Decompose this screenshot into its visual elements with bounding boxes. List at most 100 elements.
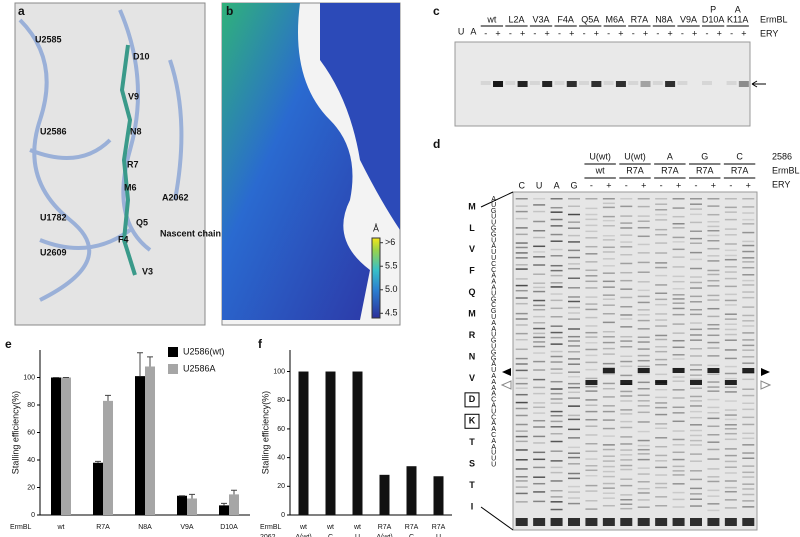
gel-band (690, 460, 702, 462)
legend-swatch (168, 347, 178, 357)
gel-band (533, 406, 546, 409)
gel-band (568, 363, 580, 365)
y-tick-label: 80 (277, 397, 285, 404)
gel-band (690, 287, 702, 289)
gel-band (550, 211, 563, 213)
gel-band (620, 205, 633, 208)
structure-label: F4 (118, 234, 129, 244)
gel-band (568, 351, 580, 353)
gel-band (602, 304, 615, 306)
gel-band (550, 198, 563, 200)
gel-band (533, 345, 546, 348)
gel-band (550, 372, 563, 375)
gel-band (620, 215, 633, 217)
gel-band (707, 294, 720, 297)
gel-band (620, 374, 633, 377)
gel-band (602, 330, 615, 333)
x-tick-label: R7A (378, 524, 392, 531)
gel-band (637, 271, 650, 273)
gel-band (533, 341, 546, 343)
gel-band (515, 318, 528, 320)
gel-band (655, 482, 668, 485)
gel-band (533, 458, 546, 461)
gel-band (672, 438, 685, 441)
gel-band (655, 445, 668, 448)
gel-band (568, 306, 580, 309)
x-tick-label: V9A (180, 524, 194, 531)
gel-band (707, 234, 720, 237)
gel-band (672, 339, 685, 342)
colorbar-unit: Å (373, 223, 379, 233)
gel-band (620, 426, 633, 429)
gel-band (585, 500, 598, 502)
gel-band (655, 319, 668, 321)
gel-band (515, 435, 528, 438)
gel-band (655, 284, 668, 286)
gel-band (724, 339, 737, 341)
gel-band (724, 328, 737, 331)
gel-band (568, 497, 580, 499)
gel-band (637, 243, 650, 246)
bar (352, 371, 363, 515)
gel-band (602, 396, 615, 398)
gel-band (690, 470, 702, 472)
gel-band (550, 508, 563, 511)
gel-band (707, 411, 720, 414)
gel-band (602, 258, 615, 260)
gel-band (550, 450, 563, 452)
gel-band (602, 251, 615, 253)
gel-band (533, 466, 546, 469)
gel-band (690, 416, 702, 419)
density-map (14, 2, 206, 326)
structure-label: N8 (130, 126, 142, 136)
gel-band (637, 365, 650, 368)
gel-band (738, 81, 749, 87)
gel-band (515, 363, 528, 365)
gel-band (515, 480, 528, 482)
amino-acid: R (469, 330, 476, 340)
gel-band (568, 502, 580, 505)
gel-band (554, 81, 565, 85)
gel-band (655, 266, 668, 269)
gel-band (602, 312, 615, 315)
gel-band (550, 368, 563, 370)
gel-band (655, 292, 668, 295)
gel-band (515, 414, 528, 417)
gel-band (542, 81, 553, 87)
gel-band (637, 341, 650, 343)
gel-band (533, 360, 546, 363)
gel-band (672, 358, 685, 360)
amino-acid: M (468, 201, 476, 211)
gel-band (690, 518, 702, 526)
panel-letter: f (258, 337, 263, 351)
bar (433, 476, 444, 515)
colorbar-tick-label: >6 (385, 237, 395, 247)
gel-band (742, 320, 755, 322)
gel-band (690, 295, 702, 298)
gel-band (707, 425, 720, 428)
bar (177, 495, 187, 515)
ery-sign: - (632, 28, 635, 38)
gel-band (602, 470, 615, 473)
gel-band (707, 398, 720, 401)
gel-band (724, 460, 737, 463)
gel-band (637, 430, 650, 433)
gel-band (724, 486, 737, 489)
gel-band (515, 357, 528, 360)
gel-band (637, 481, 650, 483)
lane-label: U (458, 26, 465, 36)
gel-band (672, 227, 685, 229)
gel-band (637, 309, 650, 311)
gel-band (568, 198, 580, 200)
gel-band (742, 368, 755, 373)
gel-band (637, 301, 650, 304)
sequence: AUGUUGGUAUUCCAAAUGCGUAAUGUGGAUAAAACAUCAA… (490, 196, 497, 467)
gel-band (707, 373, 720, 375)
gel-band (533, 412, 546, 414)
amino-acid: M (468, 309, 476, 319)
gel-band (620, 360, 633, 363)
gel-band (585, 325, 598, 327)
gel-band (742, 344, 755, 347)
gel-band (672, 323, 685, 325)
gel-band (724, 391, 737, 393)
